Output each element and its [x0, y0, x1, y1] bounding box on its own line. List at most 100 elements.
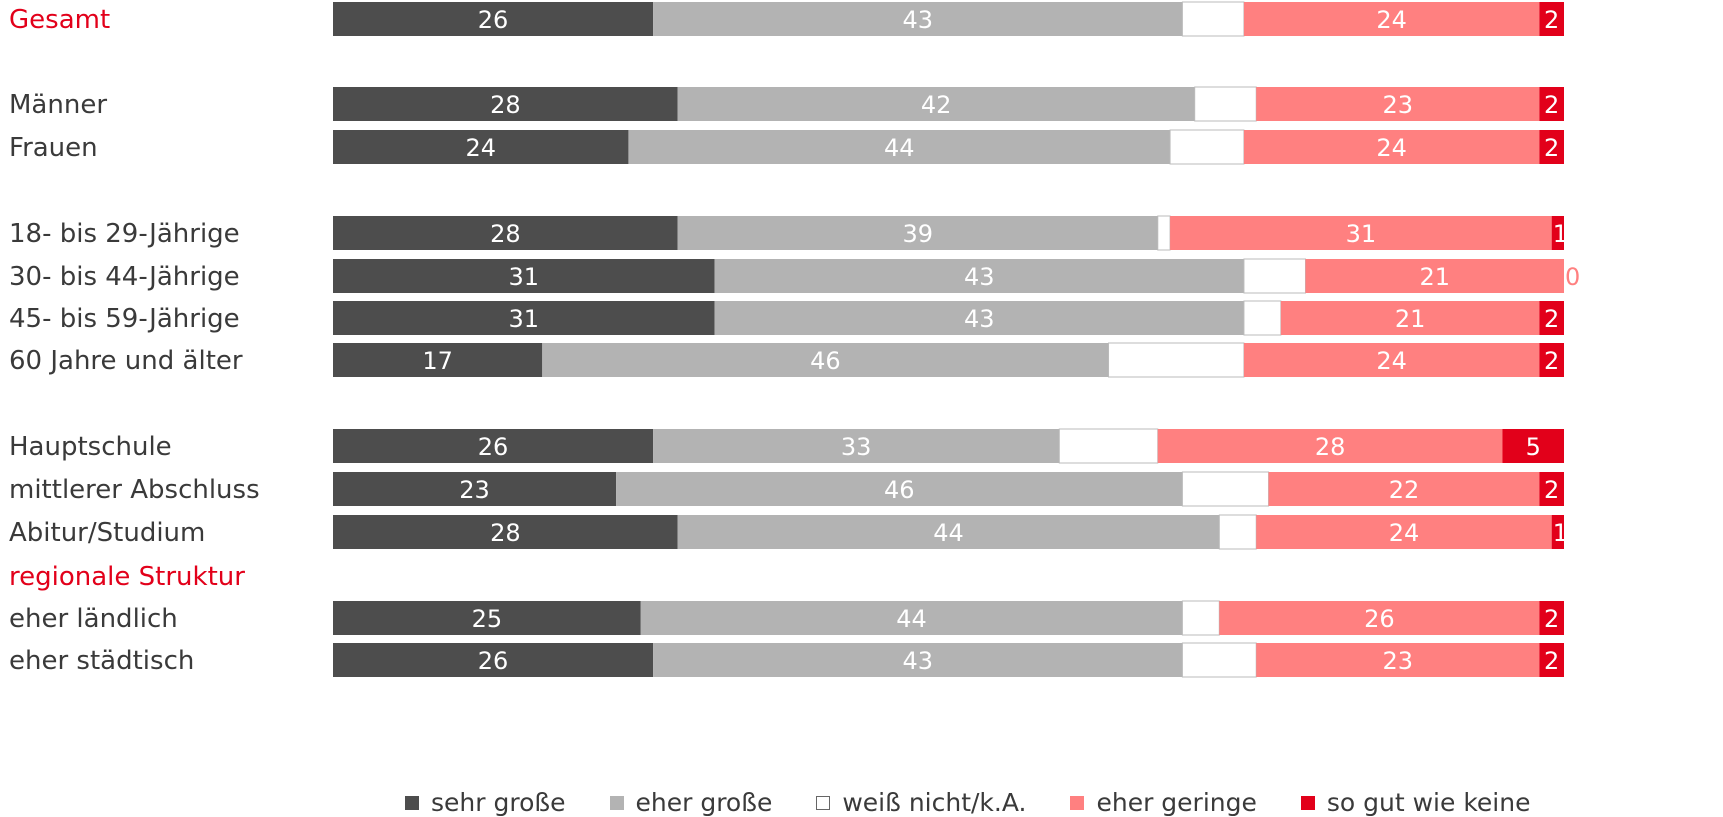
- data-label: 0: [1565, 263, 1580, 291]
- data-label: 33: [841, 433, 872, 461]
- category-label: Männer: [9, 90, 107, 120]
- bar-segment: [677, 216, 1158, 250]
- data-label: 2: [1544, 305, 1559, 333]
- category-label: Frauen: [9, 133, 98, 163]
- bar-segment: [1551, 515, 1564, 549]
- data-label: 24: [1389, 519, 1420, 547]
- category-label: 30- bis 44-Jährige: [9, 262, 240, 292]
- bar-segment: [1280, 301, 1540, 335]
- group-heading: regionale Struktur: [9, 562, 245, 592]
- bar-segment: [1539, 643, 1564, 677]
- bar-segment: [333, 130, 629, 164]
- bar-segment: [1502, 429, 1564, 463]
- data-label: 24: [1376, 134, 1407, 162]
- data-label: 43: [902, 6, 933, 34]
- legend-swatch: [816, 795, 831, 810]
- data-label: 44: [933, 519, 964, 547]
- bar-segment: [1181, 600, 1220, 636]
- bar-segment: [333, 515, 678, 549]
- bar-segment: [333, 301, 715, 335]
- bar-segment: [1539, 601, 1564, 635]
- bar-segment: [1268, 472, 1540, 506]
- data-label: 28: [490, 519, 521, 547]
- category-label: mittlerer Abschluss: [9, 475, 260, 505]
- bar-segment: [1256, 515, 1552, 549]
- data-label: 21: [1395, 305, 1426, 333]
- bar-segment: [333, 643, 654, 677]
- data-label: 26: [1364, 605, 1395, 633]
- bar-segment: [333, 472, 617, 506]
- data-label: 43: [964, 263, 995, 291]
- legend-item: eher große: [609, 788, 773, 817]
- bar-segment: [640, 601, 1183, 635]
- data-label: 24: [1376, 6, 1407, 34]
- bar-segment: [1181, 1, 1245, 37]
- bar-segment: [333, 601, 641, 635]
- bar-segment: [1539, 2, 1564, 36]
- bar-segment: [714, 259, 1244, 293]
- data-label: 1: [1553, 519, 1568, 547]
- data-label: 24: [465, 134, 496, 162]
- data-label: 26: [478, 6, 509, 34]
- bar-segment: [333, 259, 715, 293]
- legend-swatch: [609, 795, 624, 810]
- legend-item: weiß nicht/k.A.: [816, 788, 1026, 817]
- data-label: 23: [1383, 91, 1414, 119]
- bar-segment: [1256, 643, 1540, 677]
- data-label: 46: [884, 476, 915, 504]
- bar-segment: [1551, 216, 1564, 250]
- category-label: 45- bis 59-Jährige: [9, 304, 240, 334]
- bar-segment: [1305, 259, 1564, 293]
- bar-segment: [333, 2, 654, 36]
- legend-label: sehr große: [431, 788, 566, 817]
- legend-swatch: [1300, 795, 1315, 810]
- bar-segment: [653, 2, 1183, 36]
- category-label: Hauptschule: [9, 432, 172, 462]
- bar-segment: [628, 130, 1171, 164]
- data-label: 2: [1544, 347, 1559, 375]
- category-label: 60 Jahre und älter: [9, 346, 243, 376]
- bar-segment: [714, 301, 1244, 335]
- data-label: 42: [921, 91, 952, 119]
- data-label: 23: [459, 476, 490, 504]
- bar-segment: [333, 429, 654, 463]
- bar-segment: [1243, 130, 1540, 164]
- bar-segment: [1539, 472, 1564, 506]
- bar-segment: [1539, 343, 1564, 377]
- category-label: Gesamt: [9, 5, 110, 35]
- data-label: 43: [964, 305, 995, 333]
- data-label: 24: [1376, 347, 1407, 375]
- bar-segment: [1157, 429, 1503, 463]
- data-label: 31: [509, 305, 540, 333]
- bar-segment: [1169, 129, 1245, 165]
- bar-segment: [616, 472, 1183, 506]
- bar-segment: [1181, 642, 1257, 678]
- data-label: 23: [1383, 647, 1414, 675]
- bar-segment: [333, 343, 543, 377]
- data-label: 44: [896, 605, 927, 633]
- bar-segment: [653, 643, 1183, 677]
- data-label: 26: [478, 647, 509, 675]
- bar-segment: [677, 87, 1195, 121]
- data-label: 17: [422, 347, 453, 375]
- category-label: eher ländlich: [9, 604, 178, 634]
- legend-item: eher geringe: [1070, 788, 1257, 817]
- data-label: 2: [1544, 605, 1559, 633]
- data-label: 44: [884, 134, 915, 162]
- bar-segment: [677, 515, 1220, 549]
- data-label: 46: [810, 347, 841, 375]
- legend-swatch: [1070, 795, 1085, 810]
- bar-segment: [1157, 215, 1171, 251]
- legend-label: weiß nicht/k.A.: [842, 788, 1027, 817]
- bar-segment: [333, 216, 678, 250]
- data-label: 28: [490, 220, 521, 248]
- legend-swatch: [405, 795, 419, 810]
- category-label: 18- bis 29-Jährige: [9, 219, 240, 249]
- bar-segment: [1170, 216, 1552, 250]
- legend-label: eher große: [635, 788, 773, 817]
- legend-item: sehr große: [405, 788, 566, 817]
- data-label: 2: [1544, 6, 1559, 34]
- data-label: 2: [1544, 91, 1559, 119]
- data-label: 28: [490, 91, 521, 119]
